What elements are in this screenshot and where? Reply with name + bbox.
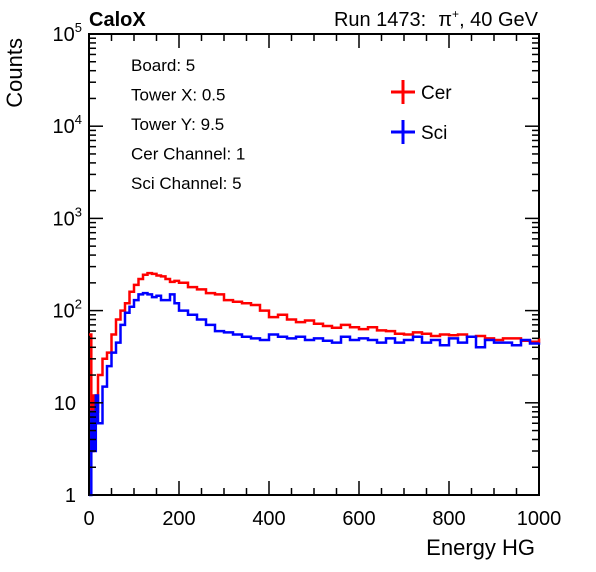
info-line: Board: 5 [131, 56, 195, 75]
info-box-lines: Board: 5 Tower X: 0.5 Tower Y: 9.5 Cer Chan… [131, 56, 245, 193]
x-tick-label: 1000 [517, 508, 562, 530]
y-tick-label: 105 [53, 20, 82, 46]
info-line: Sci Channel: 5 [131, 174, 242, 193]
info-line: Tower Y: 9.5 [131, 115, 224, 134]
y-tick-label: 104 [53, 112, 82, 138]
info-line: Cer Channel: 1 [131, 145, 245, 164]
x-axis-ticks: 0 200 400 600 800 1000 [83, 34, 561, 530]
x-tick-label: 600 [342, 508, 375, 530]
beam-charge: + [452, 7, 459, 21]
experiment-label: CaloX [89, 9, 146, 31]
legend: Cer Sci [391, 80, 452, 144]
run-label: Run 1473: π+, 40 GeV [334, 7, 539, 31]
beam-particle: π [438, 9, 452, 31]
info-box [116, 46, 360, 198]
info-line: Tower X: 0.5 [131, 86, 226, 105]
x-tick-label: 200 [162, 508, 195, 530]
legend-label: Sci [421, 123, 447, 144]
y-tick-label: 102 [53, 297, 82, 323]
run-number: Run 1473: [334, 9, 426, 31]
series-layer [89, 271, 541, 497]
series-line-cer [89, 271, 541, 453]
y-tick-label: 10 [54, 393, 76, 415]
x-axis-title: Energy HG [426, 535, 535, 560]
x-tick-label: 800 [432, 508, 465, 530]
y-tick-label: 103 [53, 204, 82, 230]
y-axis-ticks: 1 10 102 103 104 105 [53, 20, 539, 507]
y-tick-label: 1 [65, 485, 76, 507]
y-axis-title: Counts [2, 38, 27, 108]
x-tick-label: 400 [252, 508, 285, 530]
x-tick-label: 0 [83, 508, 94, 530]
series-line-sci [89, 291, 541, 497]
beam-energy: , 40 GeV [459, 9, 539, 31]
legend-label: Cer [421, 83, 452, 104]
